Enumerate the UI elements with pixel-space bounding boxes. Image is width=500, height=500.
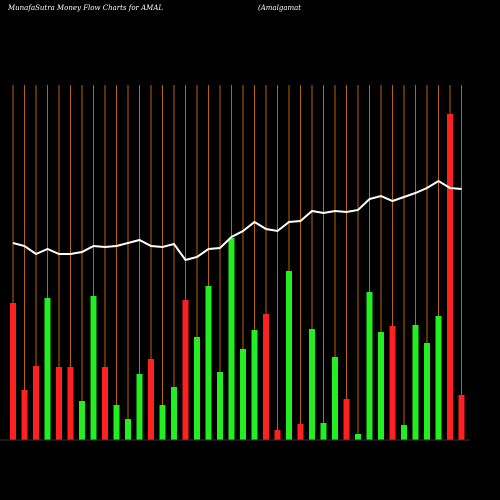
- bar: [240, 349, 246, 440]
- bar: [33, 366, 39, 440]
- bar: [228, 238, 235, 440]
- bar: [424, 343, 430, 440]
- bar: [458, 395, 465, 440]
- bar: [56, 367, 62, 440]
- bar: [171, 387, 177, 440]
- bar: [79, 401, 85, 440]
- bar: [125, 419, 131, 440]
- money-flow-line: [12, 179, 462, 262]
- chart-title: MunafaSutra Money Flow Charts for AMAL: [7, 4, 163, 12]
- bar: [90, 296, 97, 440]
- bar: [113, 405, 120, 440]
- bar: [412, 325, 419, 440]
- bar: [366, 292, 373, 440]
- bar: [10, 303, 16, 440]
- bar: [182, 300, 189, 440]
- bar: [389, 326, 396, 440]
- bar: [401, 425, 407, 440]
- bar: [205, 286, 212, 440]
- bar: [21, 390, 28, 440]
- bar: [447, 114, 453, 440]
- bar: [44, 298, 51, 440]
- bar: [286, 271, 292, 440]
- bar: [159, 405, 166, 440]
- bar: [332, 357, 338, 440]
- bar: [136, 374, 143, 440]
- bar: [194, 337, 200, 440]
- bar: [102, 367, 108, 440]
- bar: [251, 330, 258, 440]
- bar: [355, 434, 361, 440]
- bar: [343, 399, 350, 440]
- bar: [378, 332, 384, 440]
- bar: [320, 423, 327, 440]
- bar: [309, 329, 315, 440]
- bar: [274, 430, 281, 440]
- bar: [435, 316, 442, 440]
- bar: [297, 424, 304, 440]
- bar: [67, 367, 74, 440]
- bar: [217, 372, 223, 440]
- chart-subtitle: (Amalgamat: [258, 4, 301, 12]
- bar: [263, 314, 269, 440]
- bar: [148, 359, 154, 440]
